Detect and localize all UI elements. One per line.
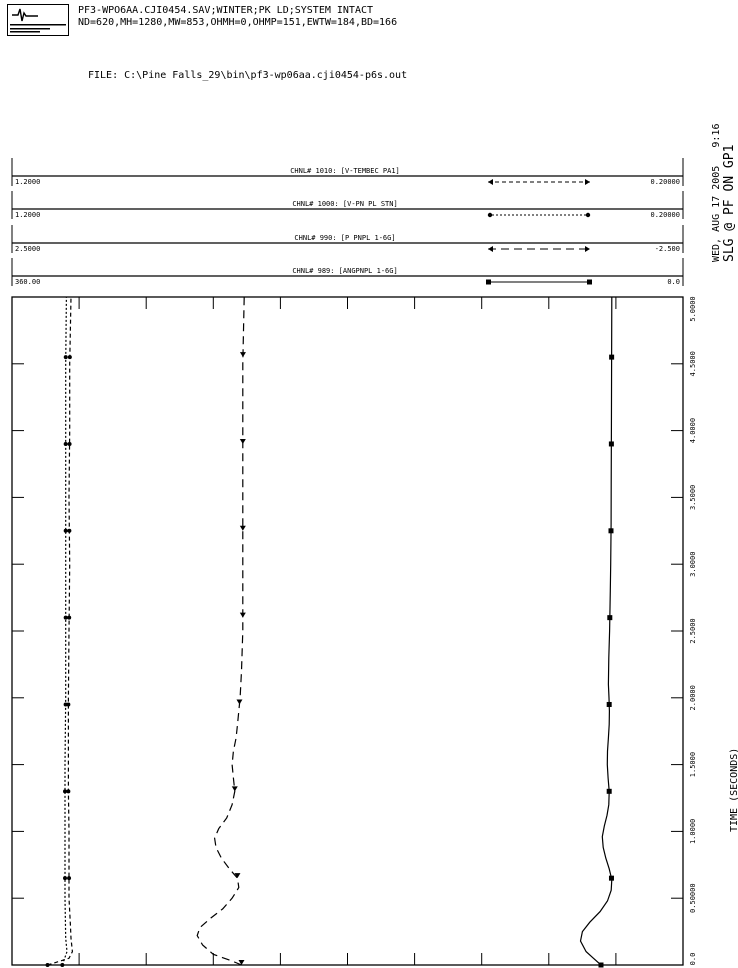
logo [7, 4, 69, 36]
legend-axis-min: 1.2000 [15, 178, 40, 186]
series-point [63, 355, 68, 360]
legend-axis-max: 0.20000 [650, 178, 680, 186]
series-point [239, 612, 246, 618]
series-point [606, 788, 612, 794]
x-tick-label: 5.0000 [689, 296, 697, 321]
waveform-logo-icon [10, 8, 66, 33]
x-tick-label: 2.5000 [689, 618, 697, 643]
legend-axis-max: 0.0 [667, 278, 680, 286]
legend-marker [487, 212, 493, 218]
x-tick-label: 3.5000 [689, 485, 697, 510]
legend-marker [585, 179, 590, 185]
x-tick-label: 0.0 [689, 953, 697, 966]
file-path: FILE: C:\Pine Falls_29\bin\pf3-wp06aa.cj… [88, 70, 408, 81]
legend-channel-name: CHNL# 1000: [V-PN PL STN] [292, 200, 397, 208]
plot-area [11, 296, 684, 966]
x-tick-label: 0.50000 [689, 883, 697, 913]
x-tick-label: 3.0000 [689, 552, 697, 577]
legend-marker [486, 279, 491, 285]
series-point [63, 441, 68, 446]
series-point [66, 789, 71, 794]
legend-axis-max: -2.500 [655, 245, 680, 253]
series-line [196, 296, 245, 966]
series-point [239, 438, 246, 444]
series-point [66, 702, 71, 707]
series-point [67, 441, 72, 446]
series-point [239, 352, 246, 358]
series-line [579, 296, 613, 966]
x-tick-label: 1.5000 [689, 752, 697, 777]
x-tick-label: 1.0000 [689, 819, 697, 844]
series-point [607, 615, 613, 621]
x-tick-label: 4.0000 [689, 418, 697, 443]
series-point [606, 701, 612, 707]
series-point [231, 786, 238, 792]
legend-channel-name: CHNL# 1010: [V-TEMBEC PA1] [290, 167, 400, 175]
legend-marker [488, 246, 493, 252]
series-point [609, 354, 615, 360]
series-point [67, 528, 72, 533]
legend-axis-min: 2.5000 [15, 245, 40, 253]
legend-marker [587, 279, 592, 285]
series-line [47, 296, 74, 966]
series-point [67, 355, 72, 360]
series-point [63, 789, 68, 794]
series-point [45, 963, 50, 967]
case-parameters: ND=620,MH=1280,MW=853,OHMH=0,OHMP=151,EW… [78, 17, 398, 28]
legend-marker [585, 212, 591, 218]
legend-channel-name: CHNL# 990: [P PNPL 1-6G] [294, 234, 395, 242]
series-point [598, 962, 604, 968]
series-point [63, 702, 68, 707]
series-point [67, 615, 72, 620]
legend-axis-min: 1.2000 [15, 211, 40, 219]
legend-axis-max: 0.20000 [650, 211, 680, 219]
series-point [234, 873, 241, 879]
x-tick-label: 2.0000 [689, 685, 697, 710]
series-point [63, 528, 68, 533]
series-point [608, 528, 614, 534]
legend-marker [488, 179, 493, 185]
series-point [236, 699, 243, 705]
series-line [61, 296, 68, 966]
series-point [608, 875, 614, 881]
legend-channel-name: CHNL# 989: [ANGPNPL 1-6G] [292, 267, 397, 275]
series-point [239, 525, 246, 531]
series-point [608, 441, 614, 447]
x-axis-label: TIME (SECONDS) [729, 747, 738, 832]
x-tick-label: 4.5000 [689, 351, 697, 376]
series-point [238, 960, 245, 965]
series-point [63, 615, 68, 620]
series-point [67, 876, 72, 881]
legend-marker [585, 246, 590, 252]
legend-axis-min: 360.00 [15, 278, 40, 286]
series-point [60, 963, 65, 967]
case-title: PF3-WPO6AA.CJI0454.SAV;WINTER;PK LD;SYST… [78, 5, 374, 16]
series-point [63, 876, 68, 881]
